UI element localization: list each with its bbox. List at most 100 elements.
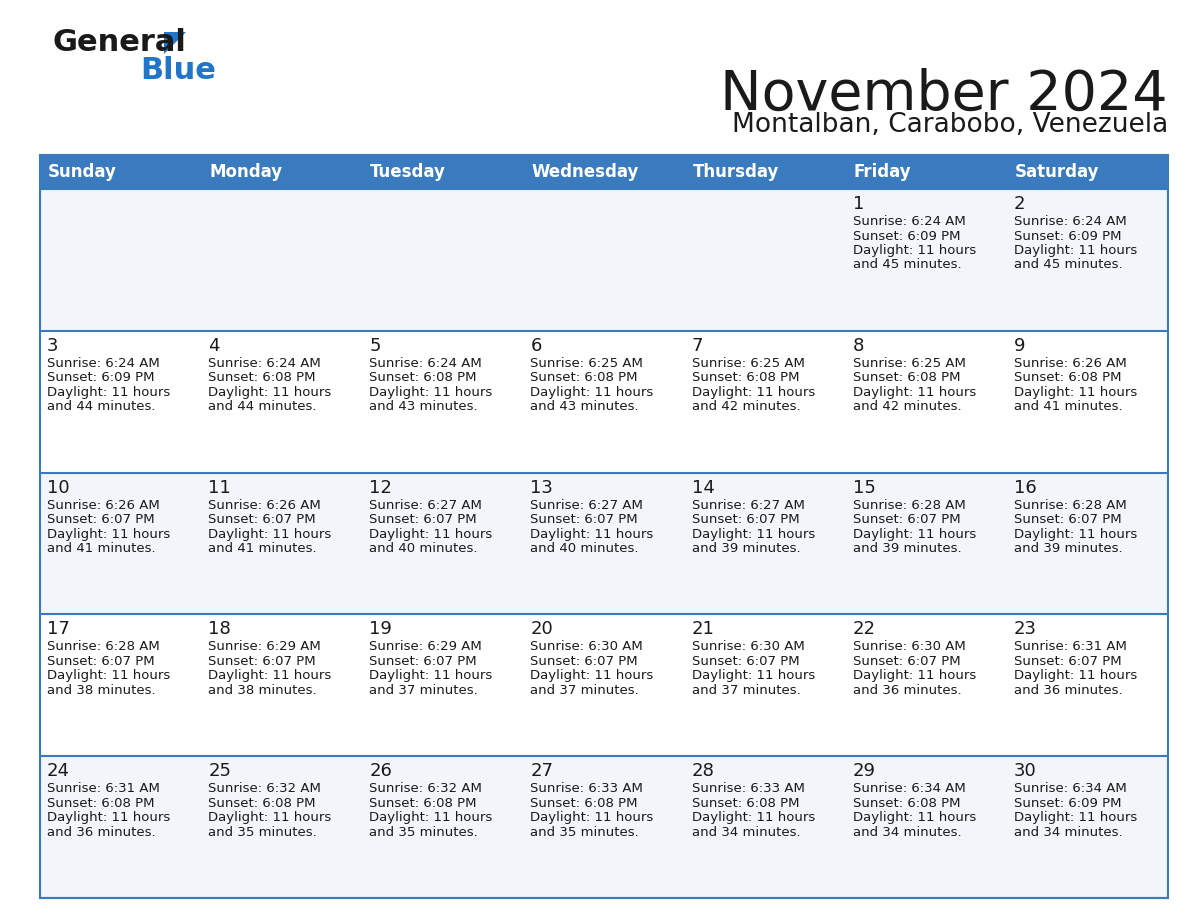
Text: November 2024: November 2024 [720,68,1168,122]
Bar [1007,330,1168,473]
Bar [40,473,201,614]
Text: Sunday: Sunday [48,163,116,181]
Text: Wednesday: Wednesday [531,163,639,181]
Text: Sunset: 6:08 PM: Sunset: 6:08 PM [208,371,316,385]
Text: and 35 minutes.: and 35 minutes. [530,825,639,839]
Bar [40,155,1168,898]
Text: Daylight: 11 hours: Daylight: 11 hours [1013,528,1137,541]
Text: 1: 1 [853,195,864,213]
Bar [362,473,524,614]
Bar [40,189,201,330]
Text: Sunset: 6:08 PM: Sunset: 6:08 PM [208,797,316,810]
Text: Sunset: 6:09 PM: Sunset: 6:09 PM [1013,230,1121,242]
Text: and 42 minutes.: and 42 minutes. [691,400,801,413]
Text: Daylight: 11 hours: Daylight: 11 hours [369,669,493,682]
Text: 15: 15 [853,478,876,497]
Text: 3: 3 [48,337,58,354]
Text: and 38 minutes.: and 38 minutes. [48,684,156,697]
Bar [1007,756,1168,898]
Bar [846,189,1007,330]
Bar [362,189,524,330]
Text: Tuesday: Tuesday [371,163,447,181]
Text: Sunrise: 6:25 AM: Sunrise: 6:25 AM [691,357,804,370]
Text: and 36 minutes.: and 36 minutes. [48,825,156,839]
Text: Daylight: 11 hours: Daylight: 11 hours [369,812,493,824]
Text: 16: 16 [1013,478,1037,497]
Text: Daylight: 11 hours: Daylight: 11 hours [48,812,170,824]
Text: Sunrise: 6:25 AM: Sunrise: 6:25 AM [530,357,644,370]
Text: Daylight: 11 hours: Daylight: 11 hours [853,669,977,682]
Bar [846,155,1007,189]
Text: and 38 minutes.: and 38 minutes. [208,684,317,697]
Text: 8: 8 [853,337,864,354]
Text: and 37 minutes.: and 37 minutes. [369,684,478,697]
Text: Daylight: 11 hours: Daylight: 11 hours [1013,669,1137,682]
Text: and 34 minutes.: and 34 minutes. [1013,825,1123,839]
Text: Sunrise: 6:24 AM: Sunrise: 6:24 AM [208,357,321,370]
Bar [362,155,524,189]
Text: 13: 13 [530,478,554,497]
Text: and 39 minutes.: and 39 minutes. [691,543,801,555]
Text: Sunset: 6:08 PM: Sunset: 6:08 PM [853,797,960,810]
Text: Daylight: 11 hours: Daylight: 11 hours [691,528,815,541]
Text: Sunrise: 6:33 AM: Sunrise: 6:33 AM [691,782,804,795]
Text: Daylight: 11 hours: Daylight: 11 hours [853,244,977,257]
Text: Daylight: 11 hours: Daylight: 11 hours [1013,386,1137,398]
Text: 20: 20 [530,621,554,638]
Text: Sunset: 6:07 PM: Sunset: 6:07 PM [691,513,800,526]
Text: Sunrise: 6:30 AM: Sunrise: 6:30 AM [530,641,643,654]
Bar [524,756,684,898]
Text: 30: 30 [1013,762,1037,780]
Text: Daylight: 11 hours: Daylight: 11 hours [1013,244,1137,257]
Text: and 44 minutes.: and 44 minutes. [48,400,156,413]
Text: 12: 12 [369,478,392,497]
Bar [40,330,201,473]
Text: Thursday: Thursday [693,163,779,181]
Text: Sunset: 6:09 PM: Sunset: 6:09 PM [48,371,154,385]
Text: and 36 minutes.: and 36 minutes. [1013,684,1123,697]
Text: 19: 19 [369,621,392,638]
Bar [201,330,362,473]
Text: Sunrise: 6:30 AM: Sunrise: 6:30 AM [691,641,804,654]
Text: Sunrise: 6:24 AM: Sunrise: 6:24 AM [1013,215,1126,228]
Text: 25: 25 [208,762,232,780]
Text: 23: 23 [1013,621,1037,638]
Text: Sunset: 6:07 PM: Sunset: 6:07 PM [208,655,316,668]
Text: and 39 minutes.: and 39 minutes. [853,543,961,555]
Bar [40,614,201,756]
Text: 17: 17 [48,621,70,638]
Text: Sunset: 6:08 PM: Sunset: 6:08 PM [369,797,476,810]
Text: Daylight: 11 hours: Daylight: 11 hours [48,386,170,398]
Text: 10: 10 [48,478,70,497]
Text: Sunset: 6:07 PM: Sunset: 6:07 PM [1013,513,1121,526]
Text: Sunrise: 6:34 AM: Sunrise: 6:34 AM [853,782,966,795]
Bar [201,756,362,898]
Text: Sunset: 6:08 PM: Sunset: 6:08 PM [1013,371,1121,385]
Bar [524,189,684,330]
Bar [362,614,524,756]
Text: Sunset: 6:07 PM: Sunset: 6:07 PM [208,513,316,526]
Bar [524,473,684,614]
Text: 11: 11 [208,478,230,497]
Text: Sunrise: 6:27 AM: Sunrise: 6:27 AM [369,498,482,511]
Text: Sunrise: 6:25 AM: Sunrise: 6:25 AM [853,357,966,370]
Text: and 40 minutes.: and 40 minutes. [369,543,478,555]
Text: General: General [52,28,185,57]
Text: Sunset: 6:08 PM: Sunset: 6:08 PM [369,371,476,385]
Text: Sunrise: 6:30 AM: Sunrise: 6:30 AM [853,641,966,654]
Text: Sunrise: 6:26 AM: Sunrise: 6:26 AM [48,498,159,511]
Text: Montalban, Carabobo, Venezuela: Montalban, Carabobo, Venezuela [732,112,1168,138]
Bar [201,155,362,189]
Bar [524,330,684,473]
Text: Daylight: 11 hours: Daylight: 11 hours [369,386,493,398]
Text: Blue: Blue [140,56,216,85]
Text: Daylight: 11 hours: Daylight: 11 hours [853,386,977,398]
Text: Daylight: 11 hours: Daylight: 11 hours [208,669,331,682]
Text: Daylight: 11 hours: Daylight: 11 hours [208,812,331,824]
Text: 14: 14 [691,478,714,497]
Bar [846,614,1007,756]
Bar [846,756,1007,898]
Text: and 43 minutes.: and 43 minutes. [530,400,639,413]
Bar [684,614,846,756]
Bar [1007,155,1168,189]
